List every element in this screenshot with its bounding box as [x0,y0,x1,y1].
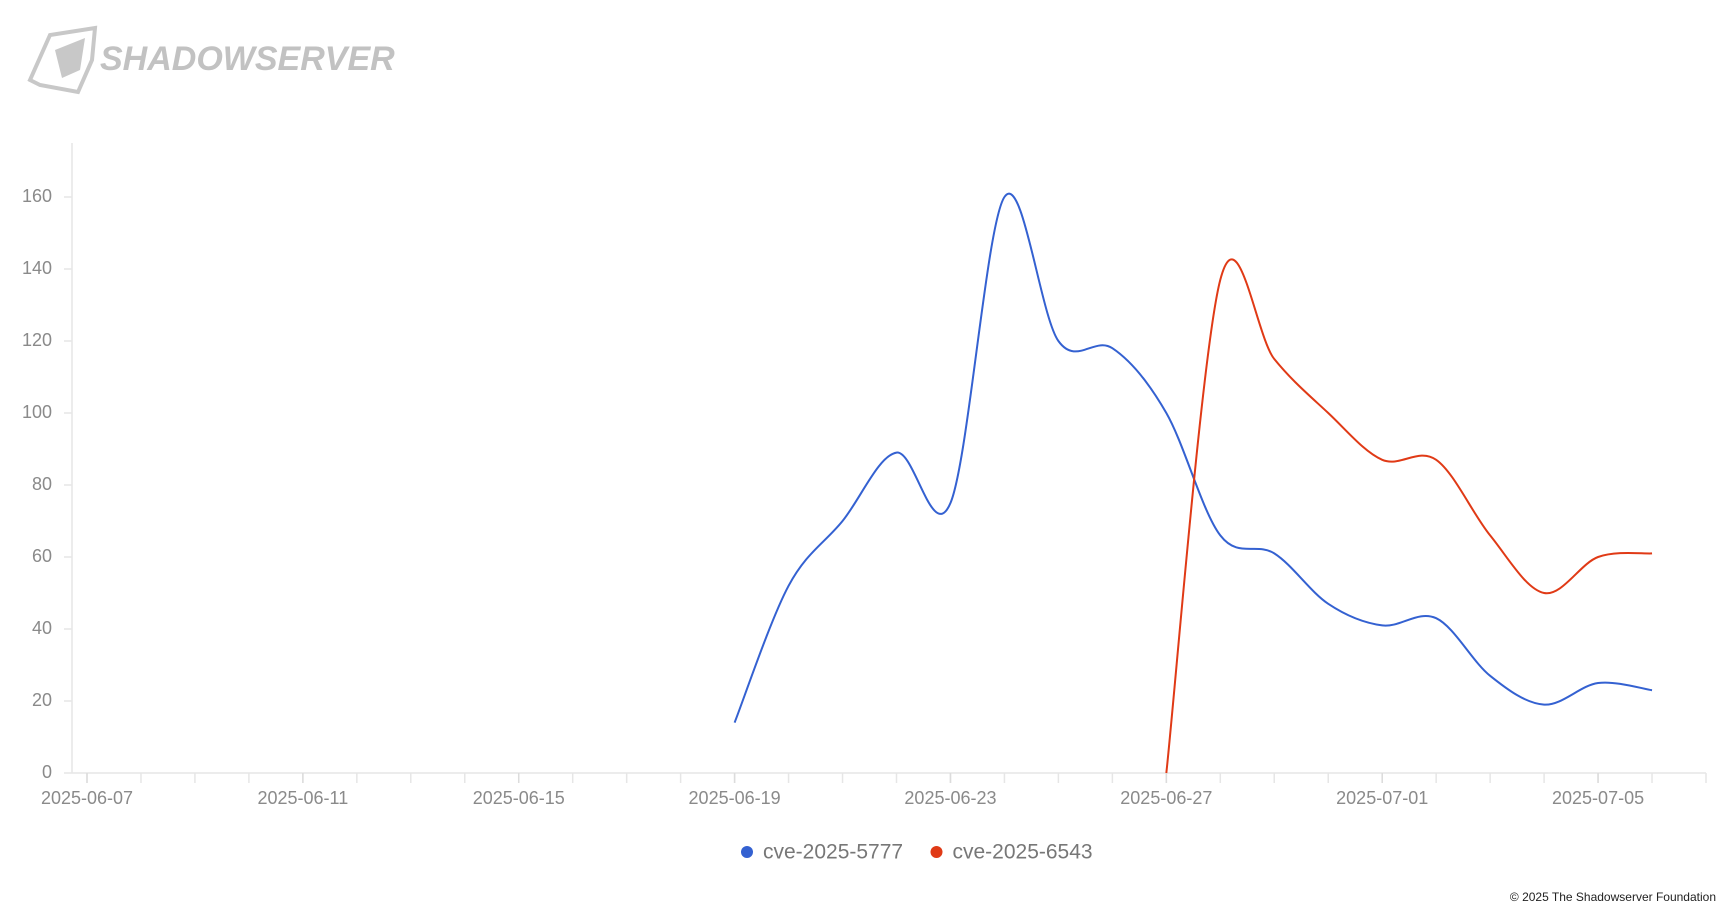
legend-marker [741,846,753,858]
y-tick-label: 40 [32,618,52,638]
line-series [1165,258,1653,774]
y-tick-label: 120 [22,330,52,350]
legend: cve-2025-5777 cve-2025-6543 [741,841,1093,864]
legend-marker [930,846,943,858]
logo-icon [27,25,98,95]
x-tick-label: 2025-06-07 [41,788,133,808]
footer: © 2025 The Shadowserver Foundation [1510,890,1716,904]
x-tick-label: 2025-06-11 [257,788,348,808]
y-tick-label: 140 [22,258,52,278]
logo: SHADOWSERVER [27,25,395,95]
brand: SHADOWSERVER [100,40,395,78]
legend-label: cve-2025-5777 [763,841,903,864]
y-tick-label: 100 [22,402,52,422]
y-tick-label: 60 [32,546,52,566]
x-tick-label: 2025-06-23 [904,788,996,808]
x-tick-label: 2025-06-15 [473,788,565,808]
y-tick-label: 0 [42,762,52,782]
x-tick-label: 2025-06-19 [689,788,781,808]
line-series [733,192,1653,723]
y-tick-label: 80 [32,474,52,494]
legend-label: cve-2025-6543 [953,841,1093,864]
x-tick-label: 2025-07-05 [1552,788,1644,808]
y-tick-label: 160 [22,186,52,206]
x-tick-label: 2025-06-27 [1120,788,1212,808]
logo-icon-inner [55,38,85,78]
y-tick-label: 20 [32,690,52,710]
x-tick-label: 2025-07-01 [1336,788,1428,808]
